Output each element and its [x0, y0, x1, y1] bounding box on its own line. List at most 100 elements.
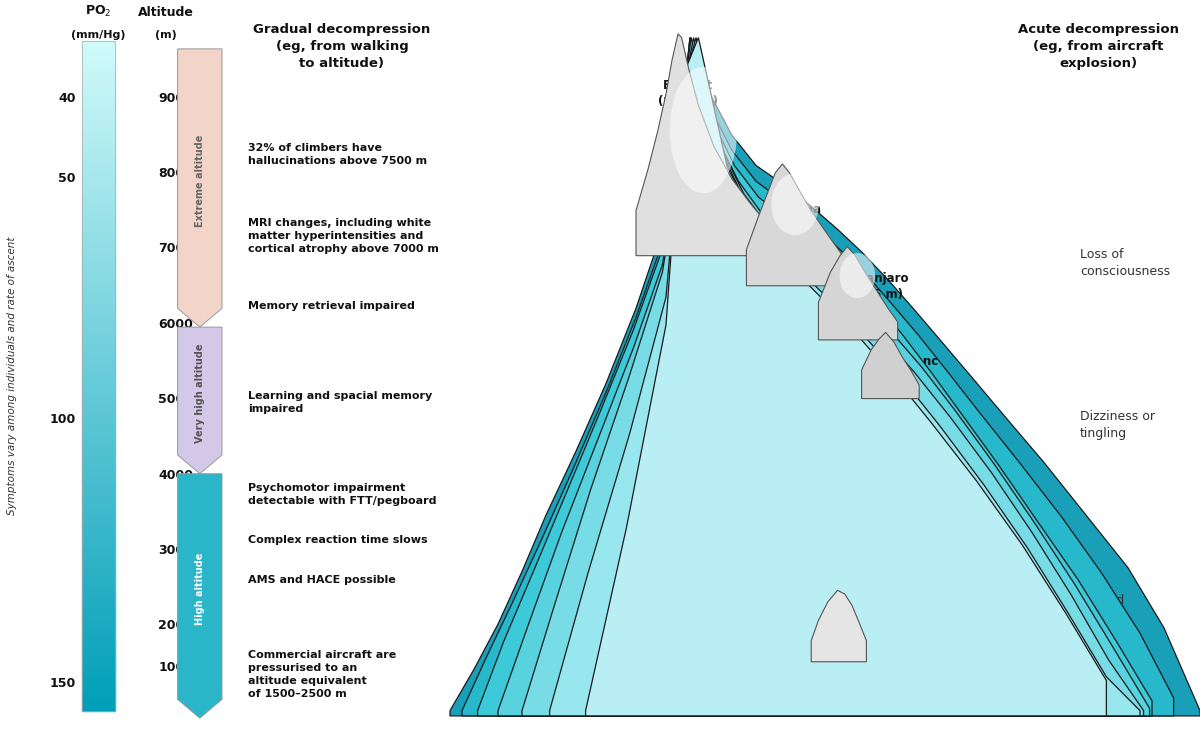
Bar: [82, 302, 115, 306]
Text: 8000: 8000: [158, 168, 193, 180]
Bar: [82, 95, 115, 99]
Bar: [82, 490, 115, 493]
Bar: [82, 51, 115, 55]
Bar: [82, 694, 115, 697]
Text: AMS and HACE possible: AMS and HACE possible: [248, 575, 396, 585]
Text: Acute decompression
(eg, from aircraft
explosion): Acute decompression (eg, from aircraft e…: [1018, 23, 1178, 70]
Bar: [82, 637, 115, 641]
Bar: [82, 493, 115, 496]
Bar: [82, 487, 115, 490]
Bar: [82, 399, 115, 403]
Bar: [82, 78, 115, 81]
Bar: [82, 226, 115, 229]
Bar: [82, 520, 115, 523]
Bar: [82, 44, 115, 48]
Bar: [82, 262, 115, 265]
Bar: [82, 496, 115, 500]
Bar: [82, 664, 115, 667]
Bar: [82, 343, 115, 346]
Text: (m): (m): [155, 30, 176, 40]
Bar: [82, 429, 115, 433]
Bar: [82, 71, 115, 75]
Text: 40: 40: [58, 92, 76, 105]
Bar: [82, 526, 115, 530]
Bar: [82, 647, 115, 650]
Text: Ben Nevis
(1344 m): Ben Nevis (1344 m): [758, 594, 826, 623]
Bar: [82, 440, 115, 443]
Text: Memory retrieval impaired: Memory retrieval impaired: [248, 301, 415, 311]
Bar: [82, 55, 115, 58]
Bar: [82, 563, 115, 567]
Bar: [82, 650, 115, 653]
Polygon shape: [550, 38, 1140, 716]
Text: 0: 0: [185, 692, 193, 705]
Polygon shape: [478, 38, 1152, 716]
Bar: [82, 209, 115, 212]
Bar: [82, 537, 115, 540]
Bar: [82, 507, 115, 510]
Bar: [82, 426, 115, 429]
Bar: [82, 105, 115, 108]
Bar: [82, 192, 115, 196]
Bar: [82, 523, 115, 526]
Bar: [82, 553, 115, 556]
Bar: [82, 162, 115, 165]
Bar: [82, 470, 115, 473]
Bar: [82, 459, 115, 463]
Bar: [82, 420, 115, 423]
Bar: [82, 543, 115, 547]
Bar: [82, 189, 115, 192]
Bar: [82, 99, 115, 102]
Bar: [82, 155, 115, 159]
Text: Altitude: Altitude: [138, 6, 193, 19]
Bar: [82, 323, 115, 326]
Bar: [82, 503, 115, 507]
Bar: [82, 671, 115, 674]
Bar: [82, 205, 115, 208]
Bar: [82, 196, 115, 199]
Text: 9000: 9000: [158, 92, 193, 105]
Text: MRI changes, including white
matter hyperintensities and
cortical atrophy above : MRI changes, including white matter hype…: [248, 218, 439, 253]
Polygon shape: [178, 49, 222, 327]
Bar: [82, 369, 115, 373]
Bar: [82, 286, 115, 289]
Bar: [82, 513, 115, 517]
Bar: [82, 667, 115, 671]
Bar: [82, 393, 115, 396]
Text: 150: 150: [49, 678, 76, 690]
Bar: [82, 530, 115, 533]
Text: Extreme altitude: Extreme altitude: [194, 135, 205, 226]
Bar: [82, 463, 115, 466]
Text: PO$_2$: PO$_2$: [85, 4, 112, 19]
Bar: [82, 353, 115, 356]
Text: 3000: 3000: [158, 544, 193, 556]
Bar: [82, 704, 115, 708]
Bar: [82, 416, 115, 420]
Bar: [82, 319, 115, 323]
Text: 4000: 4000: [158, 468, 193, 481]
Bar: [82, 339, 115, 343]
Bar: [82, 235, 115, 239]
Bar: [82, 185, 115, 189]
Text: Aconcagua
(6962 m): Aconcagua (6962 m): [750, 203, 822, 232]
Bar: [82, 81, 115, 85]
Bar: [82, 644, 115, 647]
Ellipse shape: [670, 67, 737, 193]
Bar: [82, 386, 115, 390]
Text: Kilmanjaro
(5895 m): Kilmanjaro (5895 m): [838, 272, 910, 302]
Polygon shape: [586, 38, 1106, 716]
Bar: [82, 41, 115, 44]
Bar: [82, 677, 115, 681]
Bar: [82, 681, 115, 684]
Text: 50: 50: [58, 172, 76, 185]
Polygon shape: [462, 38, 1174, 716]
Text: Mont Blanc
(4808 m): Mont Blanc (4808 m): [864, 355, 938, 384]
Bar: [82, 135, 115, 138]
Bar: [82, 279, 115, 282]
Bar: [82, 556, 115, 560]
Bar: [82, 376, 115, 379]
Bar: [82, 115, 115, 118]
Bar: [82, 132, 115, 135]
Bar: [82, 456, 115, 459]
Bar: [82, 604, 115, 607]
